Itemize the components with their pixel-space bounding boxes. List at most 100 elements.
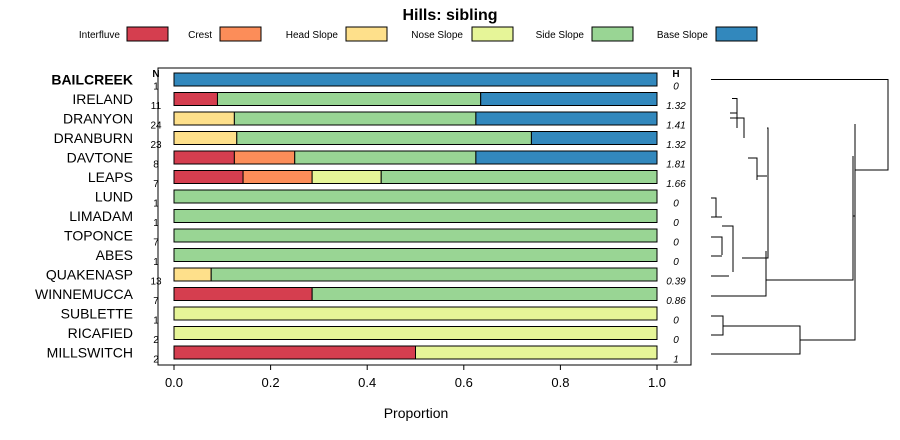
n-value: 1 [153, 218, 159, 229]
category-label: LIMADAM [69, 208, 133, 224]
bar-segment-nose-slope [415, 345, 658, 360]
bar-segment-base-slope [173, 72, 658, 87]
x-tick-label: 0.0 [165, 375, 183, 390]
bar-segment-side-slope [173, 209, 658, 223]
dendrogram-branch [730, 117, 745, 138]
n-value: 1 [153, 316, 159, 327]
bar-row-toponce: TOPONCE 7 0 [64, 228, 679, 249]
x-tick-label: 0.6 [455, 375, 473, 390]
chart-title: Hills: sibling [402, 7, 497, 24]
category-label: ABES [96, 247, 133, 263]
bar-row-millswitch: MILLSWITCH 2 1 [47, 345, 679, 366]
x-tick-label: 1.0 [648, 375, 666, 390]
n-column-header: N [152, 69, 159, 80]
bar-segment-base-slope [530, 131, 658, 145]
bar-segment-side-slope [173, 189, 658, 204]
bar-row-ricafied: RICAFIED 2 0 [68, 325, 680, 346]
dendrogram [711, 79, 889, 355]
h-value: 1.66 [666, 179, 686, 190]
bar-segment-nose-slope [173, 326, 658, 340]
x-axis: 0.0 0.2 0.4 0.6 0.8 1.0 [165, 365, 666, 390]
dendrogram-branch [742, 127, 769, 259]
category-label: BAILCREEK [51, 72, 133, 88]
legend-label-nose-slope: Nose Slope [411, 30, 463, 41]
bar-segment-crest [233, 150, 296, 165]
bar-segment-base-slope [480, 92, 658, 106]
h-column-header: H [672, 69, 679, 80]
bar-row-sublette: SUBLETTE 1 0 [61, 306, 680, 327]
bar-row-ireland: IRELAND 11 1.32 [72, 91, 686, 112]
category-label: DRANYON [63, 111, 133, 127]
legend-label-head-slope: Head Slope [286, 30, 339, 41]
n-value: 7 [153, 179, 159, 190]
category-label: LUND [95, 189, 133, 205]
h-value: 1.41 [666, 121, 685, 132]
h-value: 1.32 [666, 101, 686, 112]
h-value: 0 [673, 316, 679, 327]
category-label: QUAKENASP [46, 267, 133, 283]
legend-label-side-slope: Side Slope [536, 30, 585, 41]
legend-label-base-slope: Base Slope [657, 30, 709, 41]
legend-swatch-crest [219, 26, 262, 42]
category-label: SUBLETTE [61, 306, 133, 322]
category-label: MILLSWITCH [47, 345, 133, 361]
dendrogram-branch [711, 325, 801, 355]
legend-swatch-side-slope [591, 26, 634, 42]
h-value: 1 [673, 355, 679, 366]
bar-row-davtone: DAVTONE 8 1.81 [67, 150, 686, 171]
n-value: 11 [151, 101, 162, 112]
dendrogram-branch [722, 225, 734, 272]
bar-row-abes: ABES 1 0 [96, 247, 680, 268]
bar-row-quakenasp: QUAKENASP 13 0.39 [46, 267, 686, 288]
h-value: 0 [673, 199, 679, 210]
dendrogram-branch [766, 156, 854, 281]
x-tick-label: 0.4 [358, 375, 376, 390]
n-value: 2 [153, 335, 159, 346]
legend-swatch-interfluve [126, 26, 169, 42]
bar-segment-side-slope [233, 111, 477, 126]
legend-swatch-base-slope [715, 26, 758, 42]
bar-segment-interfluve [173, 170, 244, 184]
bar-segment-crest [242, 170, 313, 184]
x-axis-title: Proportion [384, 405, 449, 421]
bar-segment-head-slope [173, 131, 238, 145]
bar-segment-side-slope [173, 228, 658, 243]
h-value: 0 [673, 82, 679, 93]
dendrogram-branch [711, 251, 767, 297]
plot-frame [157, 67, 692, 366]
dendrogram-branch [711, 236, 723, 255]
category-label: IRELAND [72, 91, 133, 107]
bar-row-leaps: LEAPS 7 1.66 [88, 169, 686, 190]
bar-segment-interfluve [173, 92, 218, 106]
category-label: DAVTONE [67, 150, 133, 166]
dendrogram-branch [711, 79, 889, 171]
bar-segment-head-slope [173, 111, 235, 126]
dendrogram-branch [748, 157, 758, 180]
n-value: 1 [153, 257, 159, 268]
legend: Interfluve Crest Head Slope Nose Slope Side … [79, 26, 758, 42]
category-label: LEAPS [88, 169, 133, 185]
bar-segment-base-slope [475, 111, 658, 126]
bar-segment-side-slope [173, 248, 658, 262]
category-label: DRANBURN [54, 130, 133, 146]
bar-segment-side-slope [236, 131, 532, 145]
bar-segment-interfluve [173, 345, 416, 360]
legend-swatch-nose-slope [471, 26, 514, 42]
dendrogram-branch [711, 197, 722, 218]
h-value: 1.81 [666, 160, 685, 171]
dendrogram-branch [711, 315, 724, 336]
category-label: RICAFIED [68, 325, 133, 341]
bar-row-bailcreek: BAILCREEK 1 0 [51, 72, 679, 93]
bar-segment-side-slope [216, 92, 482, 106]
h-value: 0 [673, 335, 679, 346]
bar-segment-nose-slope [311, 170, 382, 184]
n-value: 24 [150, 121, 162, 132]
h-value: 0.86 [666, 296, 686, 307]
h-value: 0 [673, 257, 679, 268]
bar-segment-side-slope [294, 150, 477, 165]
x-tick-label: 0.8 [551, 375, 569, 390]
n-value: 13 [150, 277, 162, 288]
bar-segment-interfluve [173, 150, 235, 165]
x-tick-label: 0.2 [262, 375, 280, 390]
